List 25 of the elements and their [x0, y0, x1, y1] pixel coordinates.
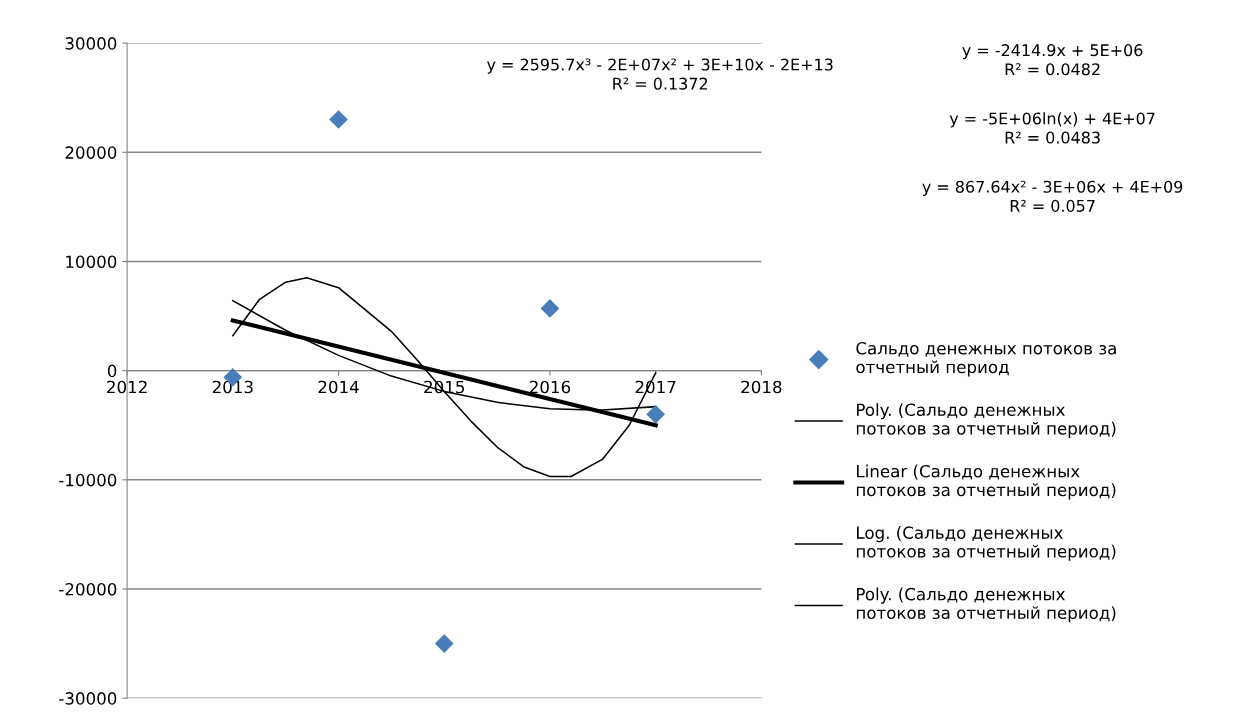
legend-label: Poly. (Сальдо денежных потоков за отчетный период): [856, 587, 1116, 623]
text: y = -5E+06ln(x) + 4E+07 R² = 0.0483: [949, 112, 1155, 144]
point: [646, 404, 665, 424]
x-tick-label: 2014: [318, 380, 359, 394]
point: [540, 299, 560, 318]
annotation: y = 2595.7x³ - 2E+07x² + 3E+10x - 2E+13 R² = 0.1372: [487, 58, 833, 90]
y-tick-label: 20000: [65, 146, 117, 159]
text: y = -2414.9x + 5E+06 R² = 0.0482: [962, 44, 1143, 76]
x-tick-label: 2018: [741, 380, 782, 394]
y-tick-label: 30000: [65, 37, 117, 50]
legend-label: Linear (Сальдо денежных потоков за отчетный период): [856, 464, 1116, 500]
y-tick-label: 0: [107, 364, 117, 378]
legend-label: Poly. (Сальдо денежных потоков за отчетный период): [856, 403, 1116, 438]
legend-label: Сальдо денежных потоков за отчетный период: [856, 341, 1116, 377]
y-tick-label: 10000: [66, 255, 117, 269]
y-tick-label: -20000: [59, 582, 117, 596]
point: [434, 634, 454, 653]
y-tick-label: -10000: [59, 473, 117, 487]
y-tick-label: -30000: [59, 692, 117, 705]
legend-label: Log. (Сальдо денежных потоков за отчетный период): [856, 526, 1116, 561]
text: y = 867.64x² - 3E+06x + 4E+09 R² = 0.057: [922, 180, 1183, 212]
x-tick-label: 2016: [529, 380, 571, 394]
x-tick-label: 2012: [107, 380, 147, 394]
x-tick-label: 2013: [212, 380, 253, 394]
point: [329, 110, 348, 129]
